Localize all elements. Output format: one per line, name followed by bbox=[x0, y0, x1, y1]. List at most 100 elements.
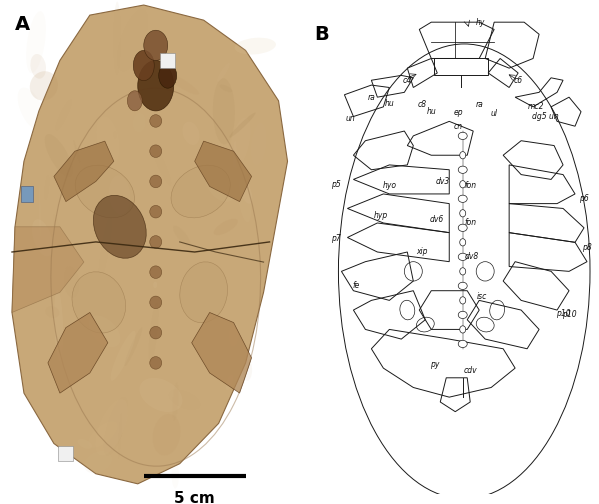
Text: fe: fe bbox=[353, 281, 360, 290]
Text: dv8: dv8 bbox=[465, 253, 479, 262]
Ellipse shape bbox=[150, 145, 162, 158]
Text: hyo: hyo bbox=[382, 181, 397, 190]
Text: dv6: dv6 bbox=[430, 215, 444, 224]
Ellipse shape bbox=[144, 30, 168, 60]
Ellipse shape bbox=[153, 282, 157, 288]
Ellipse shape bbox=[236, 163, 251, 222]
Ellipse shape bbox=[235, 38, 276, 54]
Ellipse shape bbox=[233, 141, 237, 179]
Text: p10: p10 bbox=[562, 310, 576, 320]
Text: cn: cn bbox=[453, 121, 463, 131]
Bar bbox=[21, 186, 33, 202]
Text: dv3: dv3 bbox=[436, 177, 450, 186]
Ellipse shape bbox=[150, 206, 162, 218]
Text: c4: c4 bbox=[403, 76, 412, 85]
Ellipse shape bbox=[93, 196, 146, 258]
Ellipse shape bbox=[152, 145, 171, 185]
Text: p7: p7 bbox=[331, 234, 340, 243]
Ellipse shape bbox=[46, 306, 59, 318]
Ellipse shape bbox=[229, 324, 239, 347]
Polygon shape bbox=[12, 5, 288, 484]
Ellipse shape bbox=[99, 215, 112, 281]
Bar bbox=[161, 53, 176, 68]
Ellipse shape bbox=[133, 50, 155, 81]
Ellipse shape bbox=[150, 114, 162, 128]
Text: py: py bbox=[429, 360, 439, 369]
Ellipse shape bbox=[95, 399, 128, 456]
Ellipse shape bbox=[150, 357, 162, 369]
Text: cdv: cdv bbox=[464, 366, 477, 375]
Ellipse shape bbox=[173, 383, 179, 420]
Text: p8: p8 bbox=[582, 242, 592, 251]
Ellipse shape bbox=[460, 152, 466, 159]
Ellipse shape bbox=[229, 112, 256, 138]
Text: dg5 un: dg5 un bbox=[532, 112, 558, 121]
Text: hu: hu bbox=[426, 107, 436, 116]
Text: ep: ep bbox=[453, 108, 463, 117]
Ellipse shape bbox=[153, 414, 180, 456]
Ellipse shape bbox=[150, 296, 162, 308]
Text: xip: xip bbox=[416, 246, 428, 256]
Ellipse shape bbox=[458, 253, 467, 261]
Ellipse shape bbox=[460, 326, 466, 333]
Ellipse shape bbox=[458, 132, 467, 140]
Ellipse shape bbox=[213, 78, 235, 145]
Text: p6: p6 bbox=[579, 194, 589, 203]
Ellipse shape bbox=[460, 210, 466, 217]
Ellipse shape bbox=[84, 451, 113, 473]
Ellipse shape bbox=[220, 85, 232, 92]
Text: c6: c6 bbox=[513, 76, 523, 85]
Ellipse shape bbox=[150, 175, 162, 188]
Ellipse shape bbox=[72, 272, 126, 333]
Ellipse shape bbox=[150, 266, 162, 278]
Ellipse shape bbox=[32, 219, 53, 257]
Ellipse shape bbox=[118, 413, 122, 459]
Ellipse shape bbox=[75, 165, 134, 218]
Ellipse shape bbox=[159, 63, 177, 88]
Ellipse shape bbox=[217, 63, 229, 82]
Text: p10: p10 bbox=[556, 309, 570, 319]
Ellipse shape bbox=[30, 71, 58, 101]
Ellipse shape bbox=[171, 165, 230, 218]
Ellipse shape bbox=[183, 121, 199, 145]
Ellipse shape bbox=[54, 290, 63, 361]
Ellipse shape bbox=[170, 55, 177, 66]
Text: B: B bbox=[314, 25, 329, 43]
Text: mc2: mc2 bbox=[528, 102, 544, 111]
Ellipse shape bbox=[77, 439, 92, 449]
Ellipse shape bbox=[89, 316, 120, 347]
Bar bbox=[59, 446, 73, 461]
Text: fon: fon bbox=[464, 218, 476, 227]
Ellipse shape bbox=[125, 328, 143, 366]
Text: hyp: hyp bbox=[373, 211, 388, 220]
Text: ra: ra bbox=[368, 93, 375, 102]
Text: ul: ul bbox=[491, 109, 498, 118]
Ellipse shape bbox=[150, 236, 162, 248]
Ellipse shape bbox=[38, 184, 41, 237]
Text: hu: hu bbox=[385, 99, 394, 108]
Ellipse shape bbox=[88, 421, 118, 448]
Ellipse shape bbox=[73, 140, 80, 162]
Ellipse shape bbox=[138, 60, 174, 111]
Ellipse shape bbox=[458, 166, 467, 173]
Ellipse shape bbox=[214, 219, 238, 235]
Ellipse shape bbox=[96, 208, 101, 213]
Ellipse shape bbox=[460, 268, 466, 275]
Ellipse shape bbox=[458, 282, 467, 289]
Ellipse shape bbox=[458, 224, 467, 231]
Ellipse shape bbox=[460, 297, 466, 304]
Text: un: un bbox=[346, 114, 355, 123]
Polygon shape bbox=[12, 227, 84, 312]
Text: hy: hy bbox=[476, 18, 486, 27]
Ellipse shape bbox=[111, 331, 135, 381]
Ellipse shape bbox=[26, 11, 46, 73]
Ellipse shape bbox=[460, 180, 466, 188]
Ellipse shape bbox=[113, 2, 120, 75]
Ellipse shape bbox=[205, 166, 237, 202]
Ellipse shape bbox=[243, 360, 252, 381]
Ellipse shape bbox=[45, 134, 72, 176]
Ellipse shape bbox=[460, 239, 466, 246]
Polygon shape bbox=[54, 141, 114, 202]
Ellipse shape bbox=[458, 195, 467, 203]
Text: A: A bbox=[15, 15, 30, 34]
